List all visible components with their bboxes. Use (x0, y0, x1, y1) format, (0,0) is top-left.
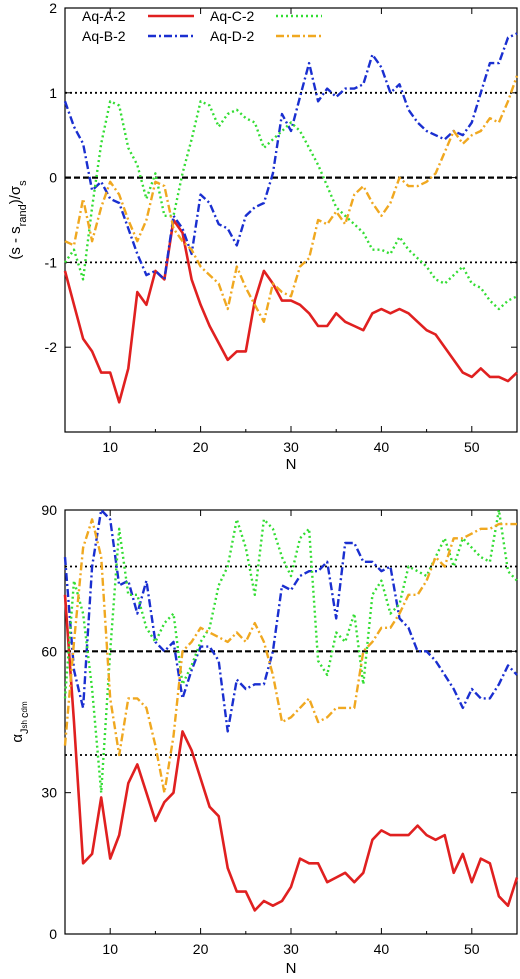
bottom-y-tick-label: 30 (41, 785, 57, 801)
top-y-tick-label: 1 (49, 85, 57, 101)
legend-label-aq-b-2: Aq-B-2 (82, 28, 126, 44)
legend: Aq-A-2 Aq-B-2 Aq-C-2 Aq-D-2 (82, 8, 322, 44)
bottom-axis-ticks: 10 20 30 40 50 0 30 60 90 (41, 502, 518, 957)
top-series-aq-c-2 (64, 100, 518, 311)
top-series-aq-a-2 (63, 218, 518, 404)
top-y-tick-label: -2 (45, 339, 58, 355)
bottom-x-tick-label: 30 (283, 941, 299, 957)
top-axis-ticks: 10 20 30 40 50 -2 -1 0 1 2 (45, 0, 518, 455)
bottom-y-tick-label: 90 (41, 502, 57, 518)
top-plot-frame (64, 7, 518, 433)
top-y-axis-label: (s - srand)/σs (7, 180, 29, 260)
top-x-tick-label: 30 (283, 439, 299, 455)
bottom-x-tick-label: 40 (374, 941, 390, 957)
bottom-reference-lines (65, 565, 517, 756)
top-y-tick-label: 0 (49, 170, 57, 186)
top-y-tick-label: 2 (49, 0, 57, 16)
bottom-y-axis-label: αJshcdm (9, 701, 31, 743)
bottom-x-tick-label: 10 (102, 941, 118, 957)
top-reference-lines (65, 91, 517, 264)
bottom-x-tick-label: 20 (193, 941, 209, 957)
top-x-tick-label: 20 (193, 439, 209, 455)
top-x-tick-label: 50 (464, 439, 480, 455)
legend-label-aq-a-2: Aq-A-2 (82, 8, 126, 24)
top-series-lines (63, 32, 519, 404)
bottom-plot-frame (64, 509, 518, 935)
top-panel: 10 20 30 40 50 -2 -1 0 1 2 Aq-A-2 Aq-B-2 Aq-C-2 Aq-D… (7, 0, 519, 473)
bottom-series-aq-a-2 (63, 594, 519, 912)
bottom-series-aq-c-2 (63, 508, 518, 794)
top-series-aq-b-2 (63, 32, 518, 281)
bottom-y-tick-label: 60 (41, 643, 57, 659)
bottom-y-tick-label: 0 (49, 926, 57, 942)
legend-label-aq-d-2: Aq-D-2 (210, 28, 255, 44)
legend-label-aq-c-2: Aq-C-2 (210, 8, 255, 24)
bottom-panel: 10 20 30 40 50 0 30 60 90 N αJshcdm (9, 502, 519, 977)
bottom-series-aq-d-2 (63, 518, 517, 794)
bottom-series-aq-b-2 (63, 508, 518, 733)
bottom-x-tick-label: 50 (464, 941, 480, 957)
top-x-tick-label: 40 (374, 439, 390, 455)
top-x-tick-label: 10 (102, 439, 118, 455)
top-series-aq-d-2 (64, 75, 519, 323)
bottom-x-axis-label: N (286, 960, 297, 977)
top-y-tick-label: -1 (45, 254, 58, 270)
top-x-axis-label: N (286, 456, 297, 473)
bottom-series-lines (63, 508, 519, 912)
